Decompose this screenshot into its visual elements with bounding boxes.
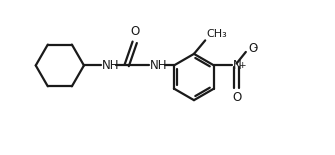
Text: NH: NH (102, 59, 119, 72)
Text: NH: NH (150, 59, 167, 72)
Text: -: - (254, 42, 257, 52)
Text: O: O (248, 42, 258, 55)
Text: +: + (238, 61, 245, 70)
Text: O: O (130, 25, 139, 38)
Text: N: N (232, 59, 242, 72)
Text: CH₃: CH₃ (206, 29, 227, 39)
Text: O: O (232, 91, 241, 104)
